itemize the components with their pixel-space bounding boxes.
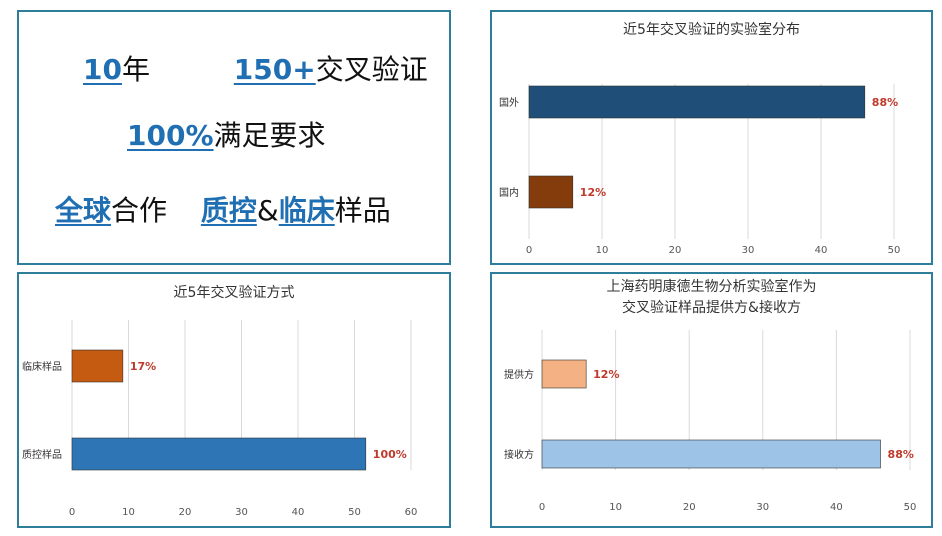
category-label: 临床样品 [22, 360, 62, 373]
highlight-line-satisfaction: 100%满足要求 [127, 114, 326, 154]
validation-method-chart-panel: 近5年交叉验证方式 0 10 20 30 40 50 60 临床样品 17% 质控样品 100% [17, 272, 451, 528]
cross-validation-text: 交叉验证 [315, 53, 428, 86]
data-label: 12% [593, 368, 619, 381]
bar [541, 359, 587, 389]
cooperation-text: 合作 [111, 194, 168, 227]
highlight-line-years-cross-validation: 10年 150+交叉验证 [83, 48, 428, 88]
category-label: 接收方 [504, 448, 534, 461]
x-tick-label: 10 [122, 507, 135, 518]
x-tick-label: 10 [609, 502, 622, 513]
years-unit: 年 [121, 53, 150, 86]
chart-title: 上海药明康德生物分析实验室作为 [607, 278, 817, 295]
x-tick-label: 20 [683, 502, 696, 513]
x-tick-label: 0 [69, 507, 75, 518]
samples-text: 样品 [334, 194, 391, 227]
x-tick-label: 50 [888, 245, 901, 256]
category-label: 国外 [499, 97, 519, 109]
validation-method-chart: 近5年交叉验证方式 0 10 20 30 40 50 60 临床样品 17% 质控样品 100% [22, 284, 418, 518]
provider-receiver-chart-panel: 上海药明康德生物分析实验室作为 交叉验证样品提供方&接收方 0 10 20 30 40 50 提… [490, 272, 933, 528]
x-tick-label: 20 [179, 507, 192, 518]
global-highlight: 全球 [55, 194, 112, 227]
x-tick-label: 30 [756, 502, 769, 513]
chart-title: 近5年交叉验证方式 [174, 284, 295, 301]
x-tick-label: 40 [292, 507, 305, 518]
data-label: 88% [872, 96, 898, 109]
bar [71, 349, 124, 383]
x-tick-label: 40 [815, 245, 828, 256]
clinical-highlight: 临床 [278, 194, 335, 227]
satisfaction-text: 满足要求 [213, 119, 326, 152]
lab-distribution-chart: 近5年交叉验证的实验室分布 0 10 20 30 40 50 国外 88% 国内 12% [499, 21, 901, 256]
chart-title: 近5年交叉验证的实验室分布 [623, 21, 800, 38]
data-label: 88% [888, 448, 914, 461]
qc-highlight: 质控 [200, 194, 257, 227]
x-tick-label: 0 [526, 245, 532, 256]
data-label: 12% [580, 186, 606, 199]
data-label: 17% [130, 360, 156, 373]
chart-title: 交叉验证样品提供方&接收方 [622, 299, 801, 316]
bar [528, 85, 866, 119]
x-tick-label: 20 [669, 245, 682, 256]
satisfaction-percent: 100% [127, 119, 214, 152]
category-label: 质控样品 [22, 448, 62, 461]
x-tick-label: 30 [742, 245, 755, 256]
bar [541, 439, 881, 469]
x-tick-label: 50 [348, 507, 361, 518]
lab-distribution-chart-panel: 近5年交叉验证的实验室分布 0 10 20 30 40 50 国外 88% 国内 12% [490, 10, 933, 265]
x-tick-label: 10 [596, 245, 609, 256]
x-tick-label: 50 [904, 502, 917, 513]
cross-validation-count: 150+ [233, 53, 316, 86]
data-label: 100% [373, 448, 407, 461]
x-tick-label: 30 [235, 507, 248, 518]
highlights-panel: 10年 150+交叉验证 100%满足要求 全球合作 质控&临床样品 [17, 10, 451, 265]
highlight-line-global-samples: 全球合作 质控&临床样品 [55, 189, 391, 229]
x-tick-label: 0 [539, 502, 545, 513]
bar [71, 437, 367, 471]
ampersand: & [256, 194, 279, 227]
years-number: 10 [83, 53, 122, 86]
category-label: 提供方 [504, 368, 534, 381]
bar [528, 175, 574, 209]
x-tick-label: 40 [830, 502, 843, 513]
category-label: 国内 [499, 186, 519, 199]
x-tick-label: 60 [405, 507, 418, 518]
